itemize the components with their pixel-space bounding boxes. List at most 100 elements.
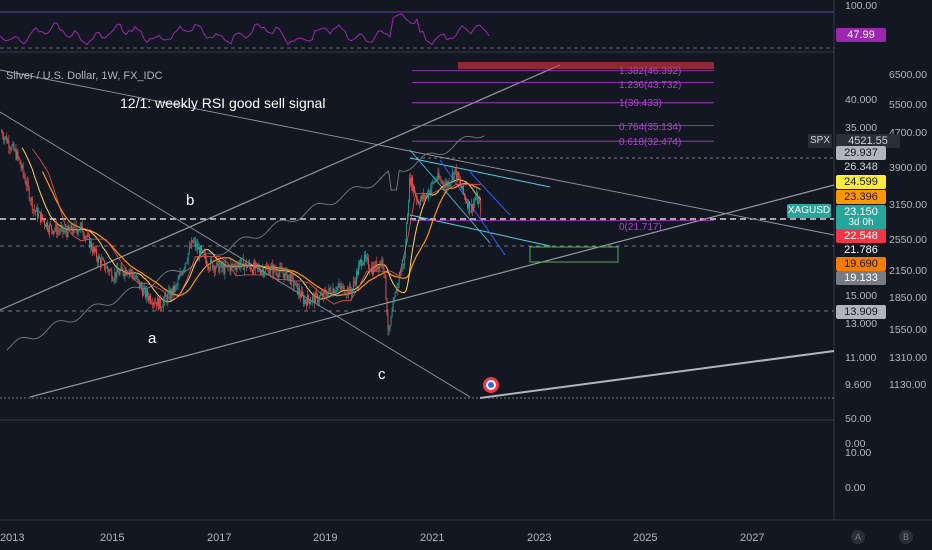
- us-flag-icon-center: [488, 382, 494, 388]
- candle-body: [166, 296, 168, 303]
- candle-body: [306, 301, 307, 306]
- candle-body: [428, 190, 430, 198]
- candle-body: [378, 265, 380, 270]
- candle-body: [5, 136, 7, 138]
- candle-body: [233, 264, 235, 266]
- candle-body: [127, 273, 129, 275]
- candle-body: [111, 270, 113, 280]
- candle-body: [320, 295, 322, 297]
- candle-body: [420, 199, 422, 205]
- candle-body: [86, 233, 88, 237]
- candle-body: [353, 281, 355, 283]
- candle-body: [132, 274, 134, 279]
- candle-body: [121, 266, 123, 270]
- candle-body: [172, 285, 174, 296]
- candle-body: [416, 195, 417, 200]
- candle-body: [350, 291, 352, 295]
- candle-body: [286, 268, 288, 280]
- candle-body: [296, 282, 298, 295]
- candle-body: [63, 230, 65, 233]
- spx-symbol-tag[interactable]: SPX: [808, 134, 832, 148]
- candle-body: [251, 270, 252, 271]
- red-zone: [458, 62, 714, 69]
- candle-body: [450, 180, 452, 184]
- candle-body: [131, 270, 133, 275]
- candle-body: [466, 200, 467, 203]
- candle-body: [274, 265, 276, 271]
- candle-body: [280, 266, 282, 269]
- candle-body: [277, 275, 279, 277]
- lower-axis-50: 50.00: [845, 413, 872, 425]
- candle-body: [59, 230, 61, 232]
- candle-body: [478, 200, 480, 205]
- candle-body: [7, 140, 9, 143]
- candle-body: [125, 270, 127, 275]
- xagusd-symbol-tag[interactable]: XAGUSD: [787, 204, 831, 218]
- candle-body: [339, 284, 341, 287]
- auto-scale-button[interactable]: A: [851, 530, 865, 544]
- candle-body: [90, 241, 92, 249]
- candle-body: [33, 209, 35, 211]
- candle-body: [242, 258, 244, 271]
- candle-body: [399, 274, 401, 276]
- candle-body: [288, 274, 290, 276]
- candle-body: [106, 266, 108, 269]
- candle-body: [112, 279, 114, 281]
- spx-axis-5500: 5500.00: [889, 99, 927, 111]
- candle-body: [102, 259, 104, 260]
- candle-body: [385, 275, 387, 299]
- candle-body: [152, 303, 153, 305]
- candle-body: [44, 220, 45, 225]
- candle-body: [88, 235, 90, 248]
- candle-body: [452, 172, 454, 180]
- candle-body: [61, 225, 63, 228]
- candle-body: [335, 291, 337, 292]
- candle-body: [347, 288, 349, 295]
- candle-body: [37, 212, 39, 218]
- candle-body: [94, 246, 95, 252]
- candle-body: [260, 270, 261, 274]
- candle-body: [276, 271, 278, 276]
- candle-body: [203, 250, 204, 253]
- candle-body: [181, 273, 183, 275]
- candle-body: [380, 262, 382, 266]
- rsi-line: [0, 13, 490, 46]
- candle-body: [175, 285, 177, 287]
- price-axis-9.6: 9.600: [845, 379, 872, 391]
- falling-trendline: [0, 69, 835, 236]
- candle-body: [34, 210, 36, 212]
- candle-body: [103, 259, 105, 261]
- rising-trendline-upper: [0, 64, 561, 311]
- candle-body: [110, 270, 112, 272]
- log-scale-button[interactable]: B: [899, 530, 913, 544]
- candle-body: [467, 202, 468, 209]
- candle-body: [190, 240, 192, 248]
- candle-body: [443, 184, 445, 188]
- candle-body: [202, 250, 203, 251]
- candle-body: [381, 259, 383, 266]
- candle-body: [252, 270, 253, 274]
- candle-body: [318, 300, 320, 303]
- candle-body: [118, 272, 120, 275]
- candle-body: [439, 178, 441, 180]
- candle-body: [379, 262, 381, 270]
- candle-body: [72, 231, 74, 233]
- candle-body: [267, 267, 269, 268]
- price-axis-15: 15.000: [845, 290, 878, 302]
- candle-body: [329, 287, 331, 290]
- candle-body: [116, 267, 118, 278]
- candle-body: [367, 257, 369, 259]
- candle-body: [243, 265, 245, 271]
- candle-body: [278, 271, 280, 277]
- candle-body: [138, 280, 140, 288]
- candle-body: [405, 223, 407, 245]
- blue-wedge-line-2: [469, 171, 511, 216]
- spx-axis-3900: 3900.00: [889, 162, 927, 174]
- candle-body: [360, 259, 361, 262]
- candle-body: [156, 302, 158, 307]
- candle-body: [444, 184, 446, 188]
- candle-body: [22, 164, 24, 174]
- candle-body: [238, 262, 240, 268]
- candle-body: [173, 285, 175, 293]
